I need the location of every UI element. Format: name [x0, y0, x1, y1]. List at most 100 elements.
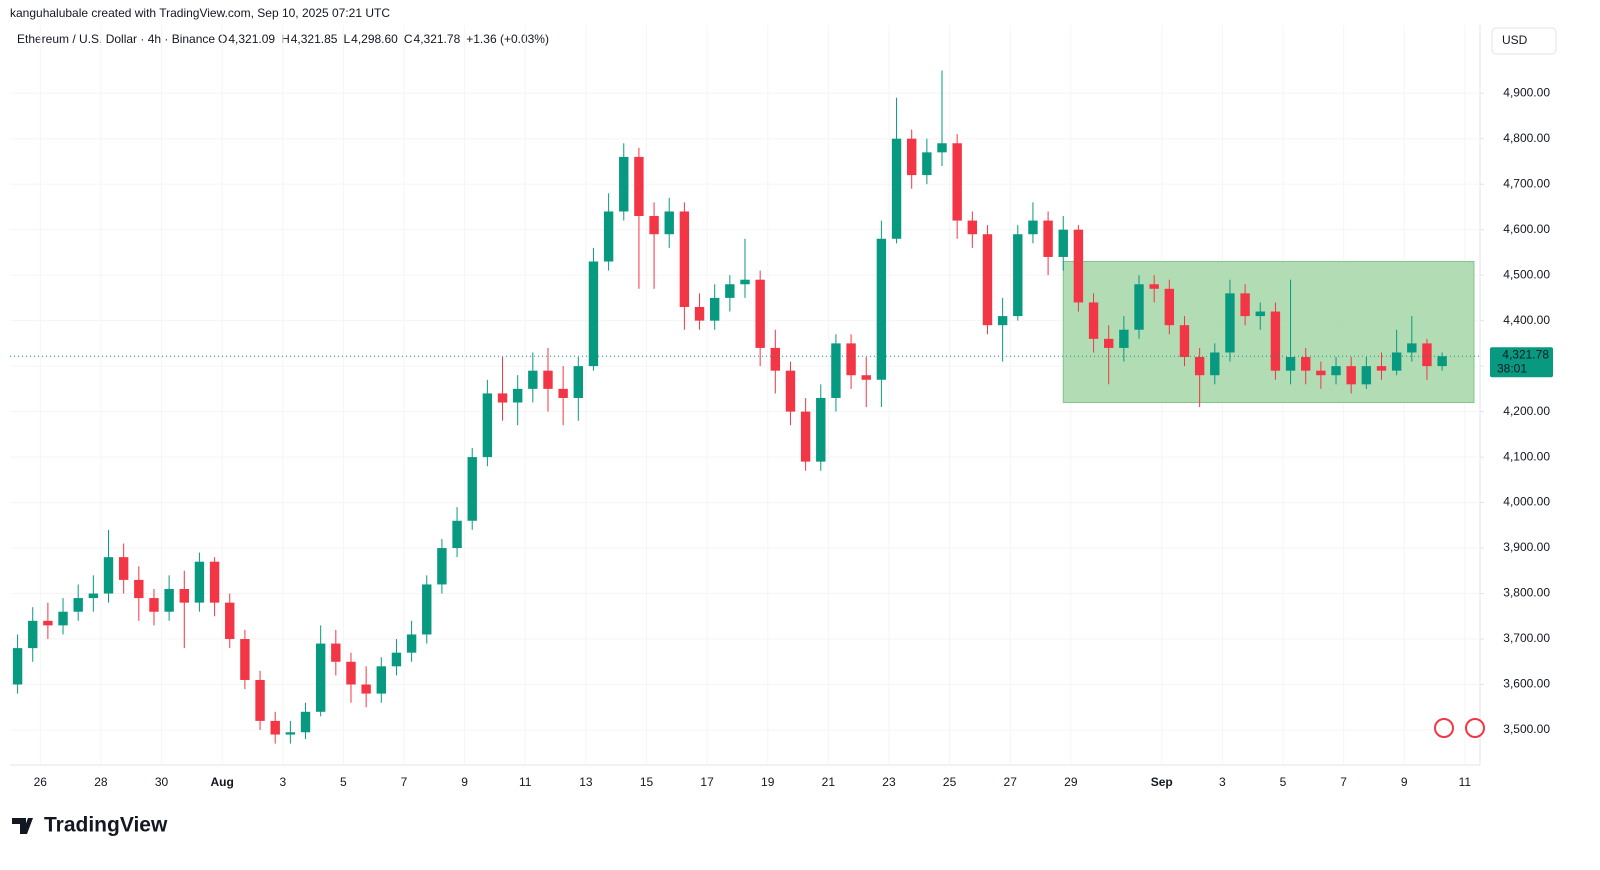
x-tick-label: 11: [519, 775, 532, 789]
candle-body: [634, 156, 644, 217]
candle-body: [134, 579, 144, 599]
x-tick-label: 9: [1401, 775, 1408, 789]
candle-body: [543, 370, 553, 389]
candle-body: [225, 602, 235, 640]
candle-body: [952, 143, 962, 221]
candle-body: [376, 666, 386, 694]
candle-body: [1134, 284, 1144, 330]
y-tick-label: 4,600.00: [1503, 222, 1550, 236]
y-tick-label: 3,600.00: [1503, 677, 1550, 691]
candle-body: [1316, 370, 1326, 376]
candle-body: [1301, 357, 1311, 371]
candle-body: [300, 711, 311, 733]
x-tick-label: 30: [155, 775, 169, 789]
ohlc-value: 4,298.60: [351, 32, 398, 46]
x-tick-label: 13: [579, 775, 593, 789]
countdown: 38:01: [1497, 361, 1527, 375]
axes: 3,500.00 3,600.00 3,700.00 3,800.00 3,900.00…: [34, 85, 1553, 789]
candle-body: [118, 557, 129, 580]
event-icon[interactable]: [1434, 718, 1454, 738]
candle-body: [876, 238, 887, 380]
candle-body: [194, 561, 205, 603]
candle-body: [1346, 366, 1356, 385]
candle-body: [1194, 357, 1205, 376]
candle-body: [1361, 366, 1372, 385]
currency-button[interactable]: [1491, 27, 1557, 55]
y-tick-label: 4,500.00: [1503, 267, 1550, 281]
candle-body: [179, 588, 189, 603]
candle-body: [770, 347, 781, 371]
ohlc-key: O: [218, 32, 227, 46]
candle-body: [12, 648, 23, 685]
x-tick-label: 21: [822, 775, 836, 789]
candle-body: [361, 684, 371, 694]
currency[interactable]: USD: [1502, 33, 1528, 47]
candle-body: [1179, 325, 1190, 358]
candle-body: [331, 643, 341, 662]
candle-body: [164, 588, 174, 612]
candle-body: [982, 234, 993, 326]
candle-body: [43, 620, 53, 626]
x-tick-label: 3: [279, 775, 286, 789]
candle-body: [1104, 338, 1114, 348]
candle-body: [588, 261, 599, 367]
y-tick-label: 4,200.00: [1503, 404, 1550, 418]
candle-body: [1422, 343, 1432, 367]
ohlc-value: 4,321.09: [228, 32, 275, 46]
x-tick-label: 27: [1004, 775, 1018, 789]
candle-body: [558, 388, 568, 398]
candle-body: [1028, 220, 1038, 235]
candle-body: [209, 561, 220, 603]
candle-body: [1088, 302, 1099, 339]
candle-body: [391, 652, 402, 667]
candle-body: [1391, 352, 1402, 371]
candle-body: [1043, 220, 1053, 257]
candle-body: [149, 598, 159, 612]
range-box: [1062, 261, 1475, 404]
candle-body: [422, 584, 432, 635]
event-icon[interactable]: [1465, 718, 1485, 738]
candle-body: [497, 393, 508, 403]
candle-body: [1407, 343, 1417, 353]
symbol: Ethereum / U.S. Dollar · 4h · Binance: [17, 32, 215, 46]
candle-body: [88, 593, 99, 599]
y-tick-label: 3,500.00: [1503, 722, 1550, 736]
candle-body: [315, 643, 326, 712]
candle-body: [861, 375, 871, 380]
candle-body: [800, 411, 811, 462]
candle-body: [467, 457, 477, 521]
ohlc-value: 4,321.85: [291, 32, 338, 46]
candle-body: [891, 138, 902, 239]
x-tick-label: 19: [761, 775, 775, 789]
candle-body: [1225, 293, 1235, 353]
candle-body: [437, 548, 447, 585]
x-tick-label: 9: [461, 775, 468, 789]
candle-body: [709, 297, 720, 321]
x-tick-label: 5: [340, 775, 347, 789]
ohlc-key: C: [404, 32, 413, 46]
x-tick-label: 23: [882, 775, 896, 789]
x-tick-label: Aug: [211, 775, 234, 789]
ohlc-key: L: [343, 32, 350, 46]
candle-body: [740, 279, 750, 285]
y-tick-label: 3,700.00: [1503, 631, 1550, 645]
event-icons[interactable]: [1434, 718, 1485, 738]
candle-body: [1058, 229, 1068, 257]
candle-body: [452, 520, 462, 549]
candle-body: [1013, 234, 1023, 317]
candle-body: [1149, 284, 1159, 289]
candle-body: [482, 393, 493, 458]
candle-body: [1285, 357, 1296, 371]
plot: [10, 70, 1480, 744]
x-tick-label: Sep: [1151, 775, 1173, 789]
x-tick-label: 25: [943, 775, 957, 789]
logo: TradingView: [12, 814, 168, 837]
y-tick-label: 4,100.00: [1503, 449, 1550, 463]
ohlc-value: 4,321.78: [414, 32, 461, 46]
candle-body: [1270, 311, 1281, 371]
x-tick-label: 17: [700, 775, 714, 789]
change: +1.36 (+0.03%): [466, 32, 549, 46]
y-tick-label: 4,800.00: [1503, 131, 1550, 145]
candle-body: [679, 211, 690, 307]
